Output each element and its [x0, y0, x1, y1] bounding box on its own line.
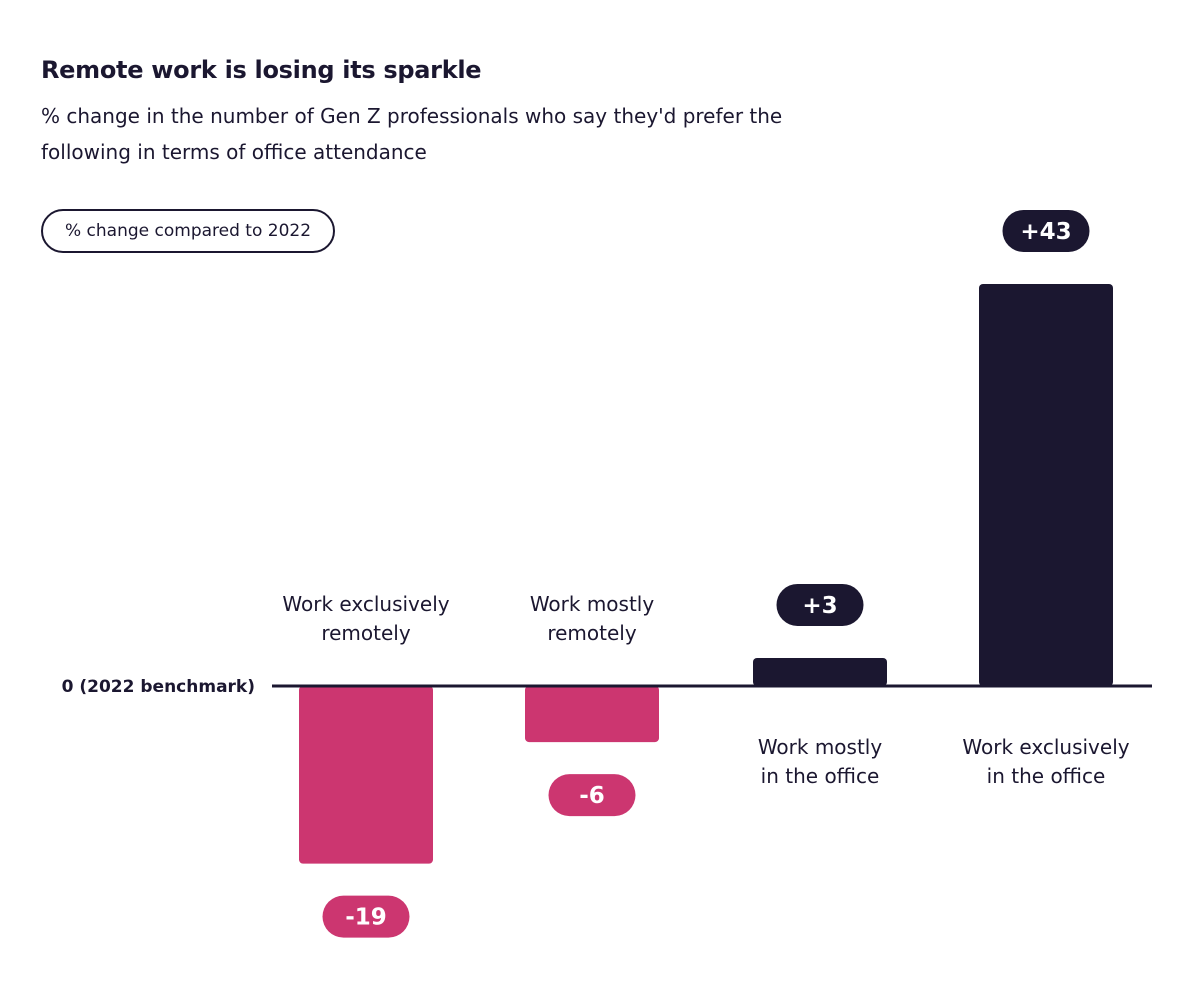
bar	[753, 657, 887, 686]
category-label: remotely	[547, 621, 637, 645]
data-label-pill	[548, 774, 636, 817]
chart-title: Remote work is losing its sparkle	[41, 56, 482, 84]
category-label: in the office	[987, 764, 1106, 788]
bar	[299, 686, 433, 864]
category-label: in the office	[761, 764, 880, 788]
data-label-pill	[776, 583, 864, 626]
data-label-pill	[322, 895, 410, 938]
baseline-label: 0 (2022 benchmark)	[62, 677, 255, 697]
category-label: Work exclusively	[282, 592, 449, 616]
category-label: Work mostly	[530, 592, 655, 616]
data-label: -19	[345, 905, 387, 931]
bar	[979, 283, 1113, 686]
data-label-pill	[1002, 209, 1090, 252]
category-label: Work mostly	[758, 735, 883, 759]
data-label: +43	[1020, 219, 1071, 245]
chart-subtitle: % change in the number of Gen Z professi…	[41, 104, 783, 164]
category-label: remotely	[321, 621, 411, 645]
category-label: Work exclusively	[962, 735, 1129, 759]
data-label: +3	[802, 593, 837, 619]
bar	[525, 686, 659, 743]
data-label: -6	[579, 783, 605, 809]
legend-pill: % change compared to 2022	[41, 209, 336, 253]
